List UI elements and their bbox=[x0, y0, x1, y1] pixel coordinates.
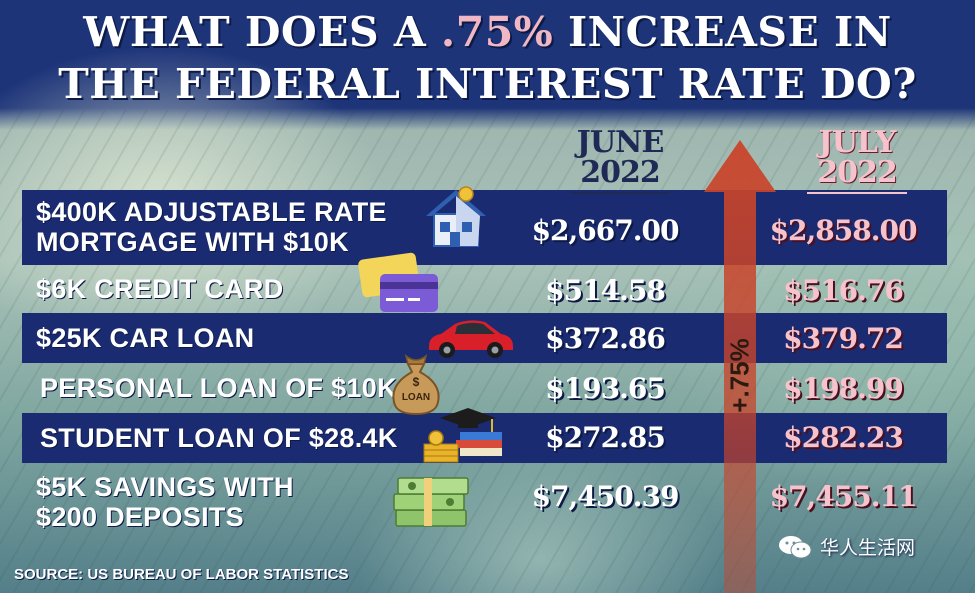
headline-line1: WHAT DOES A .75% INCREASE IN bbox=[0, 6, 975, 58]
car-icon bbox=[429, 320, 513, 358]
headline-line2: THE FEDERAL INTEREST RATE DO? bbox=[58, 60, 917, 108]
row-band-mortgage bbox=[22, 190, 947, 265]
june-value-personal-loan: $193.65 bbox=[545, 372, 666, 405]
row-label-car-loan: $25K CAR LOAN bbox=[36, 323, 254, 353]
headline-text-a: WHAT DOES A bbox=[83, 8, 441, 56]
row-label-line1: STUDENT LOAN OF $28.4K bbox=[40, 423, 398, 453]
row-label-mortgage: $400K ADJUSTABLE RATE MORTGAGE WITH $10K bbox=[36, 197, 387, 257]
row-label-line2: MORTGAGE WITH $10K bbox=[36, 227, 349, 257]
july-year: 2022 bbox=[817, 155, 898, 190]
graduation-books-icon bbox=[423, 408, 502, 463]
money-bag-label: LOAN bbox=[402, 392, 430, 403]
june-value-credit-card: $514.58 bbox=[545, 274, 666, 307]
july-value-car-loan: $379.72 bbox=[783, 322, 904, 355]
increase-arrow-icon bbox=[704, 140, 776, 593]
headline: WHAT DOES A .75% INCREASE IN THE FEDERAL… bbox=[0, 6, 975, 110]
money-bag-symbol: $ bbox=[413, 375, 420, 389]
june-month: JUNE bbox=[576, 125, 665, 160]
june-value-savings: $7,450.39 bbox=[531, 480, 680, 513]
row-label-line1: $6K CREDIT CARD bbox=[36, 274, 284, 304]
july-value-mortgage: $2,858.00 bbox=[769, 214, 918, 247]
row-label-credit-card: $6K CREDIT CARD bbox=[36, 274, 284, 304]
july-value-credit-card: $516.76 bbox=[783, 274, 904, 307]
row-label-student-loan: STUDENT LOAN OF $28.4K bbox=[40, 423, 398, 453]
july-value-savings: $7,455.11 bbox=[769, 480, 918, 513]
row-label-savings: $5K SAVINGS WITH $200 DEPOSITS bbox=[36, 472, 294, 532]
row-label-line1: $5K SAVINGS WITH bbox=[36, 472, 294, 502]
watermark: 华人生活网 bbox=[778, 533, 915, 560]
cash-stack-icon bbox=[393, 477, 469, 527]
headline-text-b: INCREASE IN bbox=[553, 8, 892, 56]
june-value-student-loan: $272.85 bbox=[545, 421, 666, 454]
row-label-line2: $200 DEPOSITS bbox=[36, 502, 244, 532]
wechat-icon bbox=[779, 535, 812, 558]
row-label-line1: $25K CAR LOAN bbox=[36, 323, 255, 353]
july-value-student-loan: $282.23 bbox=[783, 421, 904, 454]
june-underline bbox=[570, 192, 670, 194]
june-value-car-loan: $372.86 bbox=[545, 322, 666, 355]
watermark-text: 华人生活网 bbox=[820, 538, 916, 559]
money-bag-icon: $ LOAN bbox=[392, 354, 440, 416]
july-column-header: JULY 2022 bbox=[777, 128, 937, 194]
july-value-personal-loan: $198.99 bbox=[783, 372, 904, 405]
july-underline bbox=[807, 192, 907, 194]
headline-highlight: .75% bbox=[440, 8, 554, 56]
arrow-label: +.75% bbox=[724, 338, 755, 413]
june-value-mortgage: $2,667.00 bbox=[531, 214, 680, 247]
row-label-personal-loan: PERSONAL LOAN OF $10K bbox=[40, 373, 397, 403]
june-year: 2022 bbox=[580, 155, 661, 190]
row-label-line1: $400K ADJUSTABLE RATE bbox=[36, 197, 387, 227]
credit-card-icon bbox=[358, 252, 438, 312]
july-month: JULY bbox=[818, 125, 897, 160]
source-note: SOURCE: US BUREAU OF LABOR STATISTICS bbox=[14, 566, 349, 583]
house-icon bbox=[426, 186, 486, 247]
june-column-header: JUNE 2022 bbox=[540, 128, 700, 194]
row-label-line1: PERSONAL LOAN OF $10K bbox=[40, 373, 397, 403]
